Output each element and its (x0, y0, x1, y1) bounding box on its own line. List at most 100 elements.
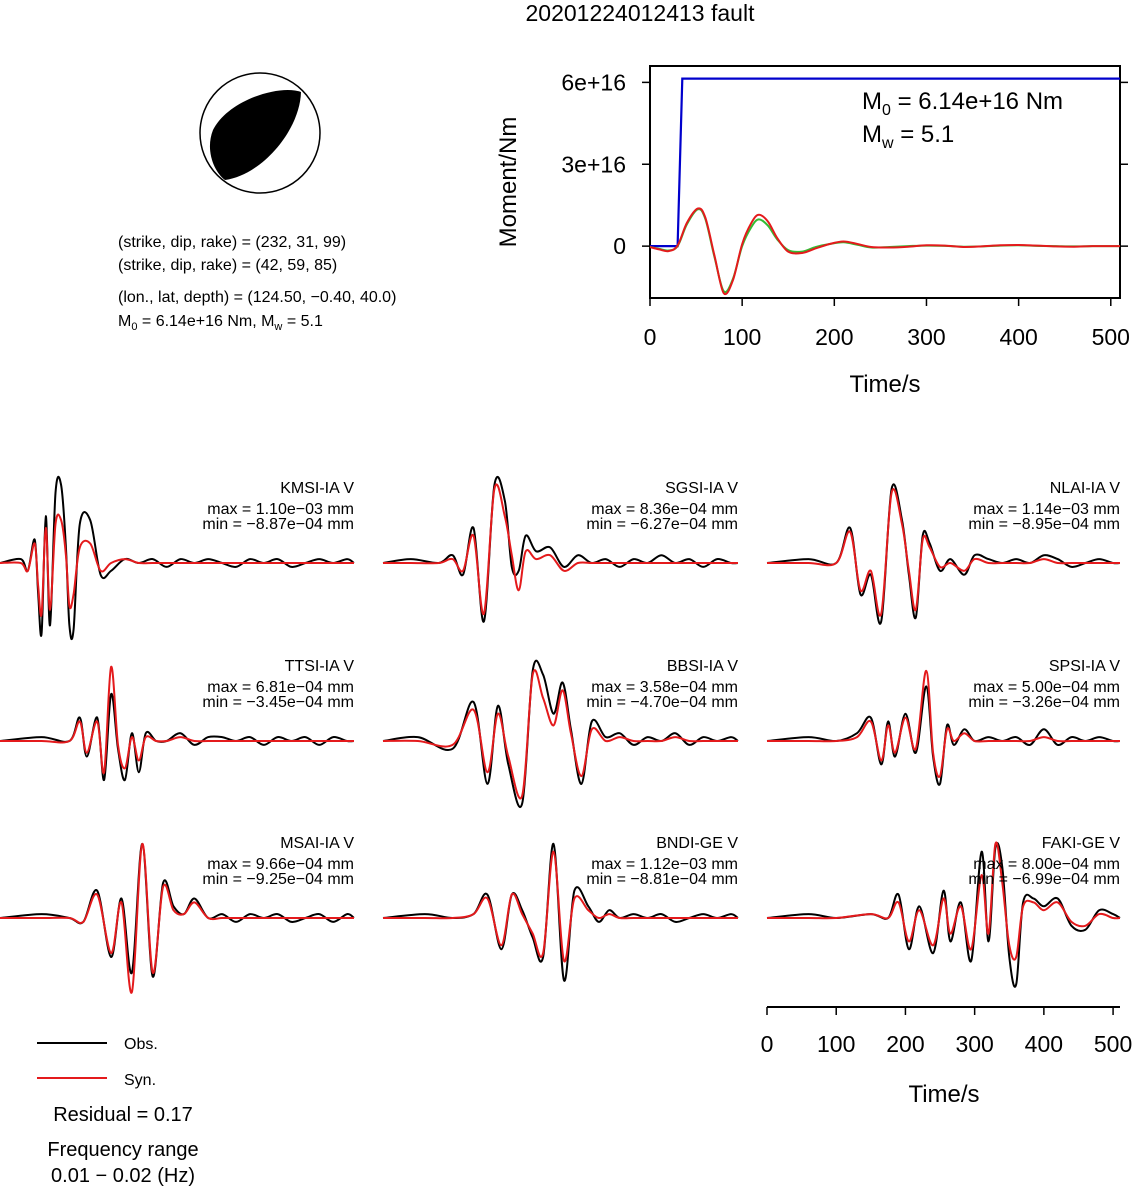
station-min: min = −3.45e−04 mm (202, 694, 354, 711)
station-min: min = −8.87e−04 mm (202, 516, 354, 533)
waveform-x-tick-label: 400 (1025, 1031, 1063, 1057)
station-name: BBSI-IA V (667, 658, 738, 675)
observed-trace (382, 476, 739, 623)
station-max: max = 1.14e−03 mm (973, 501, 1120, 518)
station-min: min = −8.81e−04 mm (586, 871, 738, 888)
moment-series-line (649, 207, 1120, 296)
moment-x-tick-label: 100 (723, 324, 761, 350)
beachball (199, 72, 321, 194)
station-min: min = −8.95e−04 mm (968, 516, 1120, 533)
moment-mw-annotation: Mw = 5.1 (862, 121, 954, 152)
station-min: min = −4.70e−04 mm (586, 694, 738, 711)
moment-m0-annotation: M0 = 6.14e+16 Nm (862, 88, 1063, 119)
moment-x-tick-label: 200 (815, 324, 853, 350)
moment-x-axis-label: Time/s (849, 371, 920, 398)
waveform-x-tick-label: 500 (1094, 1031, 1132, 1057)
legend: Obs. Syn. Residual = 0.17 Frequency rang… (37, 1036, 199, 1186)
moment-y-tick-label: 6e+16 (561, 69, 626, 95)
moment-summary-mw-sub: w (273, 321, 282, 333)
station-max: max = 1.10e−03 mm (207, 501, 354, 518)
moment-plot-frame (649, 65, 1121, 299)
moment-x-tick-label: 500 (1092, 324, 1130, 350)
station-name: KMSI-IA V (280, 480, 354, 497)
synthetic-trace (383, 850, 738, 963)
synthetic-trace (382, 483, 738, 615)
synthetic-trace (766, 488, 1120, 617)
station-min: min = −6.99e−04 mm (968, 871, 1120, 888)
moment-summary-mw: = 5.1 (282, 313, 323, 330)
waveform-time-axis: 0 100 200 300 400 500 Time/s (761, 1006, 1132, 1108)
station-name: TTSI-IA V (285, 658, 355, 675)
synthetic-trace (0, 513, 354, 617)
legend-syn-label: Syn. (124, 1072, 156, 1089)
nodal-plane-1: (strike, dip, rake) = (232, 31, 99) (118, 234, 346, 251)
frequency-range-value: 0.01 − 0.02 (Hz) (51, 1165, 195, 1186)
figure-title: 20201224012413 fault (526, 0, 756, 26)
station-name: FAKI-GE V (1042, 835, 1121, 852)
moment-summary-m: M (118, 313, 131, 330)
synthetic-trace (382, 669, 738, 800)
moment-mw-sub: w (881, 135, 894, 152)
moment-series-group (649, 77, 1120, 296)
station-max: max = 3.58e−04 mm (591, 679, 738, 696)
moment-m0-sub: 0 (882, 102, 891, 119)
legend-obs-label: Obs. (124, 1036, 158, 1053)
hypocenter-location: (lon., lat, depth) = (124.50, −0.40, 40.… (118, 289, 396, 306)
waveform-x-tick-label: 100 (817, 1031, 855, 1057)
waveform-x-tick-label: 0 (761, 1031, 774, 1057)
synthetic-trace (0, 842, 354, 994)
moment-y-tick-label: 0 (613, 233, 626, 259)
station-min: min = −3.26e−04 mm (968, 694, 1120, 711)
moment-series-line (650, 77, 1120, 248)
moment-axis-ticks: 0 100 200 300 400 500 0 3e+16 6e+16 (561, 69, 1130, 350)
station-name: MSAI-IA V (280, 835, 354, 852)
synthetic-trace (767, 841, 1121, 961)
moment-mw-letter: M (862, 121, 882, 148)
station-name: SPSI-IA V (1049, 658, 1120, 675)
station-max: max = 8.00e−04 mm (973, 856, 1120, 873)
waveform-time-ticks: 0 100 200 300 400 500 (761, 1007, 1132, 1057)
frequency-range-title: Frequency range (47, 1139, 198, 1161)
waveform-x-tick-label: 300 (955, 1031, 993, 1057)
station-name: SGSI-IA V (665, 480, 738, 497)
moment-y-tick-label: 3e+16 (561, 151, 626, 177)
waveform-x-tick-label: 200 (886, 1031, 924, 1057)
moment-m0-value: = 6.14e+16 Nm (891, 88, 1063, 115)
station-max: max = 8.36e−04 mm (591, 501, 738, 518)
station-max: max = 5.00e−04 mm (973, 679, 1120, 696)
residual-label: Residual = 0.17 (53, 1104, 193, 1126)
moment-summary: M0 = 6.14e+16 Nm, Mw = 5.1 (118, 313, 323, 333)
waveform-time-axis-label: Time/s (908, 1081, 979, 1108)
beachball-compressional-region (209, 89, 301, 180)
moment-x-tick-label: 0 (644, 324, 657, 350)
station-min: min = −9.25e−04 mm (202, 871, 354, 888)
station-max: max = 6.81e−04 mm (207, 679, 354, 696)
moment-m0-letter: M (862, 88, 882, 115)
moment-rate-panel: 0 100 200 300 400 500 0 3e+16 6e+16 Time/s Momen… (495, 65, 1130, 398)
moment-mw-value: = 5.1 (894, 121, 955, 148)
station-name: NLAI-IA V (1050, 480, 1121, 497)
station-min: min = −6.27e−04 mm (586, 516, 738, 533)
moment-summary-m0-sub: 0 (131, 321, 137, 333)
station-max: max = 9.66e−04 mm (207, 856, 354, 873)
moment-x-tick-label: 300 (907, 324, 945, 350)
moment-y-axis-label: Moment/Nm (495, 117, 522, 248)
station-name: BNDI-GE V (656, 835, 738, 852)
moment-summary-body: = 6.14e+16 Nm, M (137, 313, 274, 330)
moment-x-tick-label: 400 (999, 324, 1037, 350)
station-max: max = 1.12e−03 mm (591, 856, 738, 873)
nodal-plane-2: (strike, dip, rake) = (42, 59, 85) (118, 257, 337, 274)
focal-mechanism-text: (strike, dip, rake) = (232, 31, 99) (str… (118, 234, 396, 333)
synthetic-trace (0, 665, 354, 774)
